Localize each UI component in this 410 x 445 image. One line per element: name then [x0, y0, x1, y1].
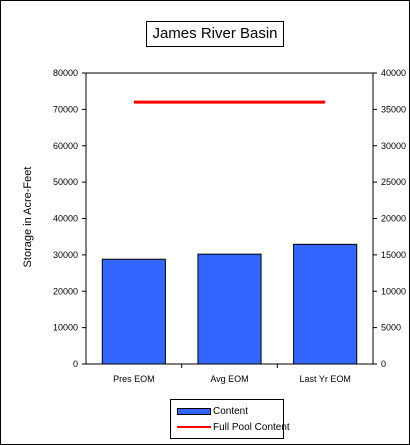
chart-title: James River Basin	[146, 21, 284, 47]
legend-entry-full-pool: Full Pool Content	[177, 420, 290, 434]
legend-label-full-pool: Full Pool Content	[213, 421, 290, 433]
y-tick-label: 50000	[53, 177, 78, 187]
y2-tick-label: 10000	[381, 286, 406, 296]
y2-tick-label: 25000	[381, 177, 406, 187]
legend-swatch-content	[177, 407, 211, 415]
y-tick-label: 10000	[53, 323, 78, 333]
y2-tick-label: 0	[381, 359, 386, 369]
bar-content	[197, 253, 262, 365]
y-tick-label: 20000	[53, 286, 78, 296]
y-tick-label: 0	[73, 359, 78, 369]
y-tick-label: 80000	[53, 68, 78, 78]
y2-tick-label: 40000	[381, 68, 406, 78]
bar-content	[101, 258, 166, 365]
legend-swatch-full-pool	[177, 426, 211, 428]
y2-tick-label: 15000	[381, 250, 406, 260]
legend-label-content: Content	[213, 405, 249, 417]
y2-tick-label: 30000	[381, 141, 406, 151]
y-tick-label: 70000	[53, 104, 78, 114]
legend-entry-content: Content	[177, 404, 248, 418]
y-tick-label: 60000	[53, 141, 78, 151]
x-category-label: Pres EOM	[113, 374, 155, 384]
y-tick-label: 40000	[53, 214, 78, 224]
y-tick-label: 30000	[53, 250, 78, 260]
x-category-label: Avg EOM	[210, 374, 248, 384]
y-axis-label: Storage in Acre-Feet	[22, 166, 34, 268]
y2-tick-label: 20000	[381, 214, 406, 224]
y2-tick-label: 35000	[381, 104, 406, 114]
x-category-label: Last Yr EOM	[299, 374, 350, 384]
y2-tick-label: 5000	[381, 323, 401, 333]
legend: Content Full Pool Content	[170, 399, 290, 439]
bar-content	[293, 243, 358, 365]
